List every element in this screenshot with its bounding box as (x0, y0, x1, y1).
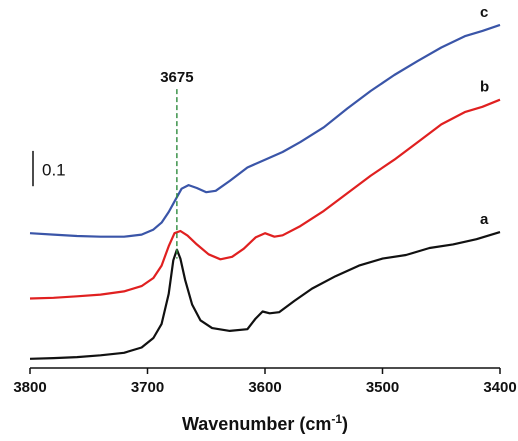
series-label-a: a (480, 211, 489, 228)
x-axis-title-main: Wavenumber (cm (182, 414, 331, 434)
x-tick-label: 3800 (13, 379, 46, 396)
series-layer: a b c (29, 4, 501, 360)
x-tick-label: 3400 (483, 379, 516, 396)
x-axis-title-superscript: -1 (331, 412, 342, 426)
series-label-c: c (480, 4, 488, 21)
x-axis-title-end: ) (342, 414, 348, 434)
series-line-c (29, 23, 501, 238)
series-line-a (29, 231, 501, 360)
peak-label: 3675 (160, 69, 193, 86)
x-tick-label: 3700 (131, 379, 164, 396)
x-axis-ticks: 3800 3700 3600 3500 3400 (13, 368, 517, 396)
x-axis-title: Wavenumber (cm-1) (182, 412, 348, 434)
x-tick-label: 3500 (366, 379, 399, 396)
series-line-b (29, 98, 501, 300)
x-tick-label: 3600 (248, 379, 281, 396)
scale-bar-label: 0.1 (42, 161, 66, 180)
series-label-b: b (480, 79, 489, 96)
